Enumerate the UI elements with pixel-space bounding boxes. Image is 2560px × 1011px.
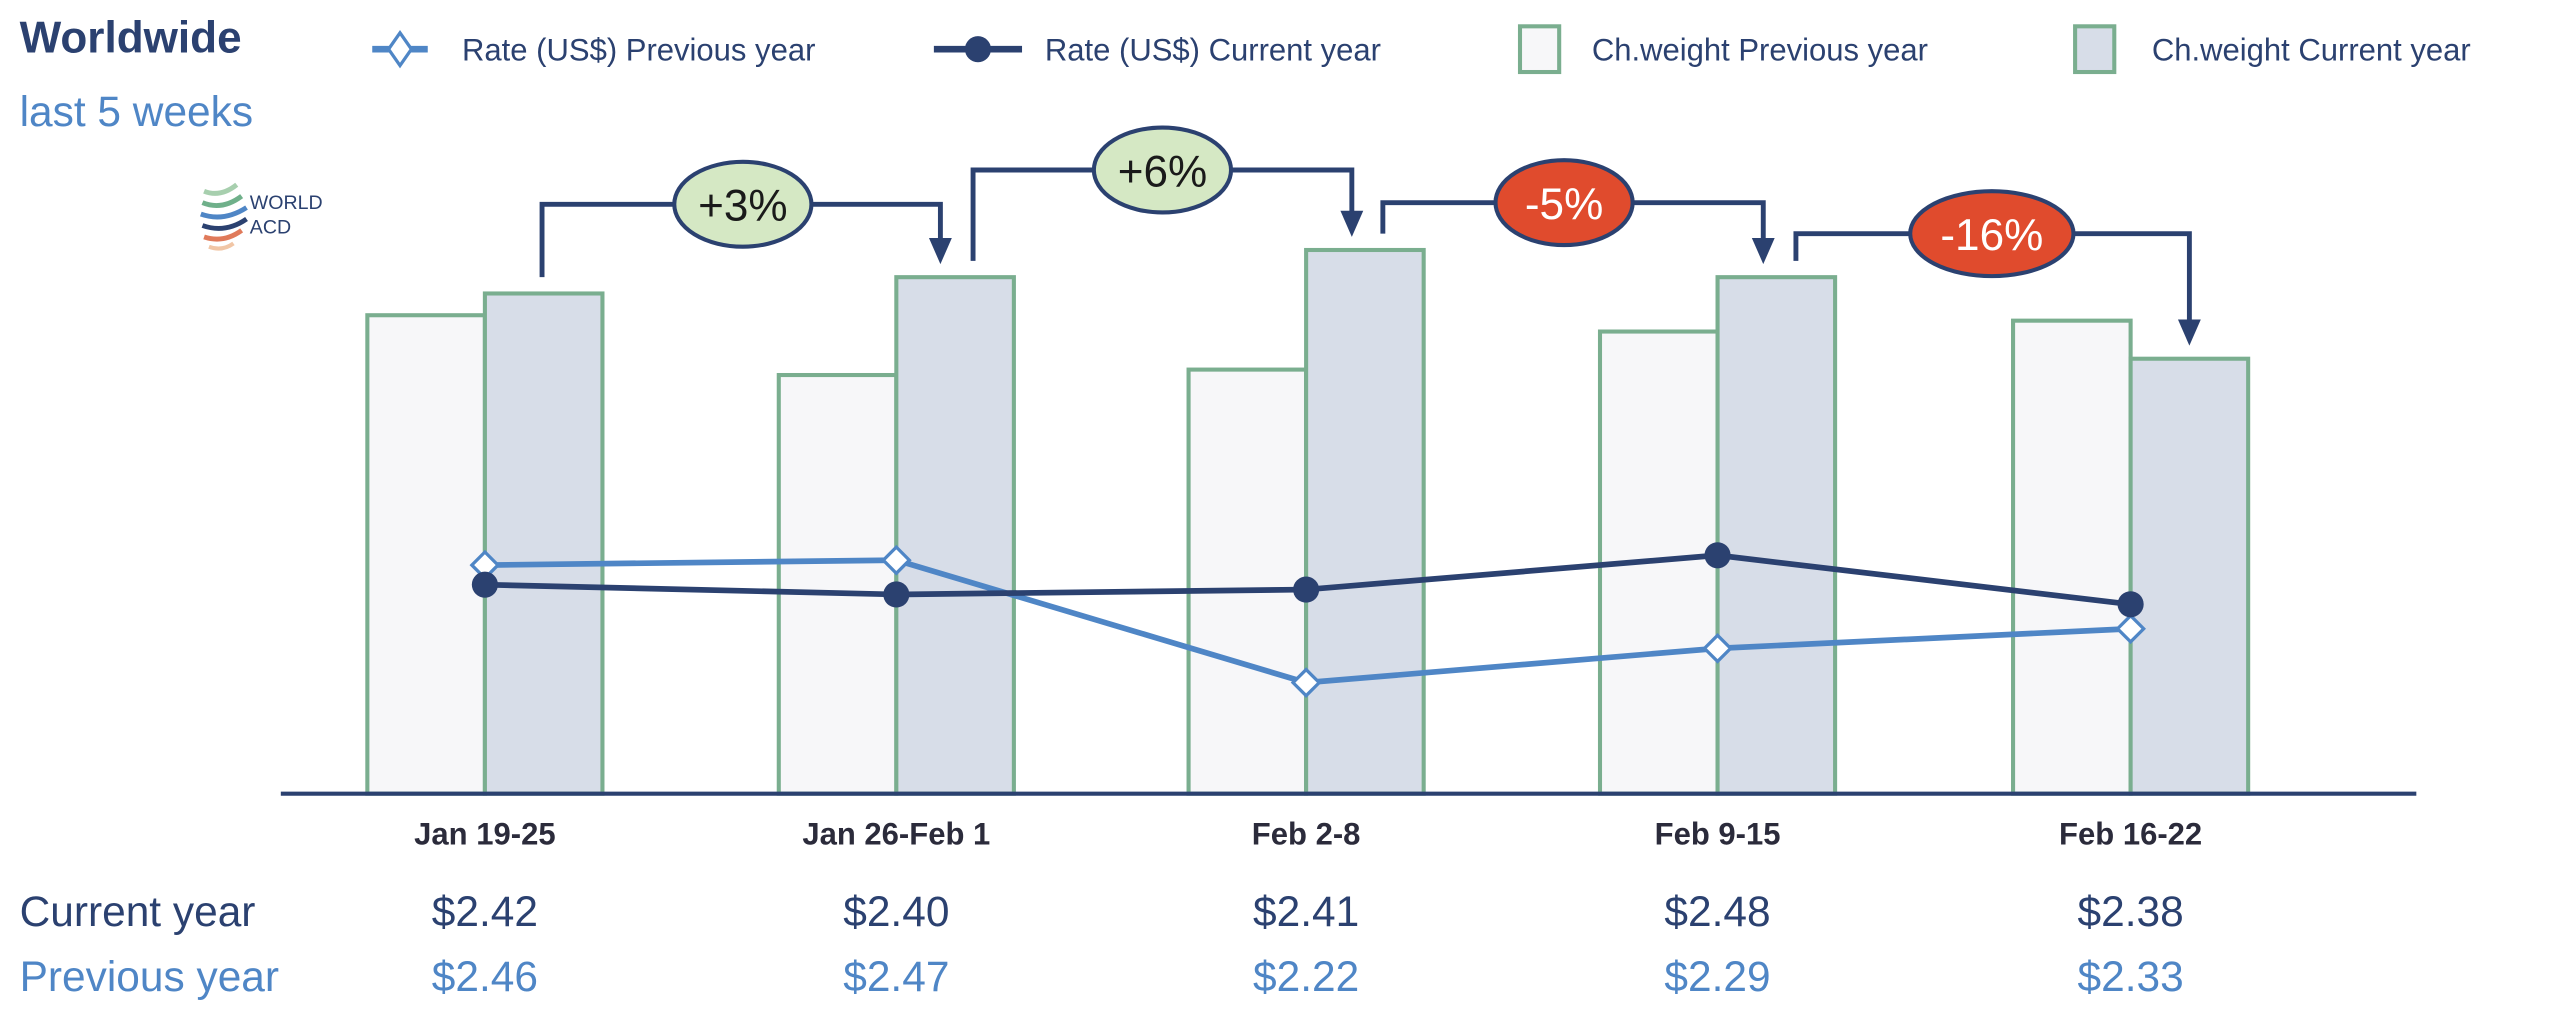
arrow-down-icon	[2177, 319, 2201, 346]
point-rate-previous	[1702, 632, 1733, 664]
point-rate-current	[1704, 542, 1731, 569]
legend-label: Ch.weight Current year	[2152, 33, 2471, 68]
bar-weight-current	[894, 275, 1016, 796]
bar-weight-current	[1304, 247, 1426, 796]
point-rate-current	[471, 571, 498, 598]
world-acd-logo: WORLD ACD	[199, 182, 323, 251]
point-rate-current	[2117, 591, 2144, 618]
table-cell: $2.47	[843, 953, 949, 1000]
legend-label: Rate (US$) Previous year	[462, 33, 815, 68]
point-rate-previous	[880, 544, 912, 576]
bar-weight-current	[2128, 356, 2251, 796]
bar-weight-current	[1715, 275, 1838, 796]
change-badge	[1908, 189, 2076, 279]
change-badge-label: -5%	[1525, 180, 1603, 229]
legend-label: Rate (US$) Current year	[1045, 33, 1381, 68]
change-annotation: +3%	[539, 159, 952, 278]
rate-table: Current year $2.42 $2.40 $2.41 $2.48 $2.38 Pre…	[20, 888, 2184, 1000]
x-tick-label: Feb 16-22	[2059, 816, 2202, 851]
table-cell: $2.41	[1253, 888, 1359, 935]
diamond-line-icon	[372, 29, 428, 69]
change-annotation: -16%	[1793, 189, 2201, 346]
change-annotation: +6%	[970, 125, 1364, 261]
bars	[365, 247, 2251, 796]
table-cell: $2.38	[2078, 888, 2184, 935]
table-cell: $2.48	[1664, 888, 1770, 935]
point-rate-previous	[2115, 613, 2146, 645]
outlined-box-icon	[1517, 24, 1562, 75]
rate-lines	[469, 542, 2146, 699]
table-row: Previous year $2.46 $2.47 $2.22 $2.29 $2.33	[20, 953, 2184, 1000]
x-tick-label: Feb 2-8	[1252, 816, 1361, 851]
chart-subtitle: last 5 weeks	[20, 88, 254, 135]
legend-item-weight-previous: Ch.weight Previous year	[1517, 24, 1928, 75]
change-badge	[1091, 125, 1234, 215]
table-row-label: Current year	[20, 888, 256, 935]
logo-text-world: WORLD	[250, 192, 323, 214]
table-cell: $2.42	[432, 888, 538, 935]
arrow-down-icon	[1340, 210, 1364, 237]
table-row: Current year $2.42 $2.40 $2.41 $2.48 $2.38	[20, 888, 2184, 935]
legend-label: Ch.weight Previous year	[1592, 33, 1928, 68]
x-tick-label: Jan 19-25	[414, 816, 555, 851]
chart-title: Worldwide	[20, 13, 242, 62]
legend: Rate (US$) Previous year Rate (US$) Curr…	[372, 24, 2471, 75]
bar-weight-previous	[1186, 367, 1309, 796]
change-annotations: +3% +6% -5% -16%	[539, 125, 2201, 346]
x-axis-labels: Jan 19-25 Jan 26-Feb 1 Feb 2-8 Feb 9-15 Feb …	[414, 816, 2202, 851]
change-badge-label: +3%	[698, 182, 787, 231]
legend-item-rate-previous: Rate (US$) Previous year	[372, 29, 815, 69]
bar-weight-current	[482, 291, 605, 796]
point-rate-current	[1293, 576, 1320, 603]
table-cell: $2.33	[2078, 953, 2184, 1000]
table-cell: $2.22	[1253, 953, 1359, 1000]
table-cell: $2.46	[432, 953, 538, 1000]
filled-box-icon	[2073, 24, 2117, 75]
change-badge	[1493, 158, 1635, 248]
point-rate-current	[883, 581, 910, 608]
x-tick-label: Jan 26-Feb 1	[802, 816, 990, 851]
bar-weight-previous	[776, 372, 899, 796]
table-cell: $2.29	[1664, 953, 1770, 1000]
bar-weight-previous	[365, 313, 487, 796]
circle-line-icon	[933, 36, 1023, 63]
logo-text-acd: ACD	[250, 217, 291, 239]
arrow-down-icon	[928, 237, 952, 265]
bar-weight-previous	[2011, 318, 2133, 796]
table-row-label: Previous year	[20, 953, 279, 1000]
table-cell: $2.40	[843, 888, 949, 935]
x-tick-label: Feb 9-15	[1655, 816, 1781, 851]
change-annotation: -5%	[1380, 158, 1775, 265]
legend-item-weight-current: Ch.weight Current year	[2073, 24, 2471, 75]
change-badge-label: +6%	[1118, 147, 1207, 196]
change-badge	[672, 159, 814, 249]
legend-item-rate-current: Rate (US$) Current year	[933, 33, 1381, 68]
change-badge-label: -16%	[1940, 211, 2043, 260]
logo-swoosh-icon	[203, 182, 239, 196]
point-rate-previous	[1290, 667, 1322, 699]
arrow-down-icon	[1751, 237, 1775, 265]
